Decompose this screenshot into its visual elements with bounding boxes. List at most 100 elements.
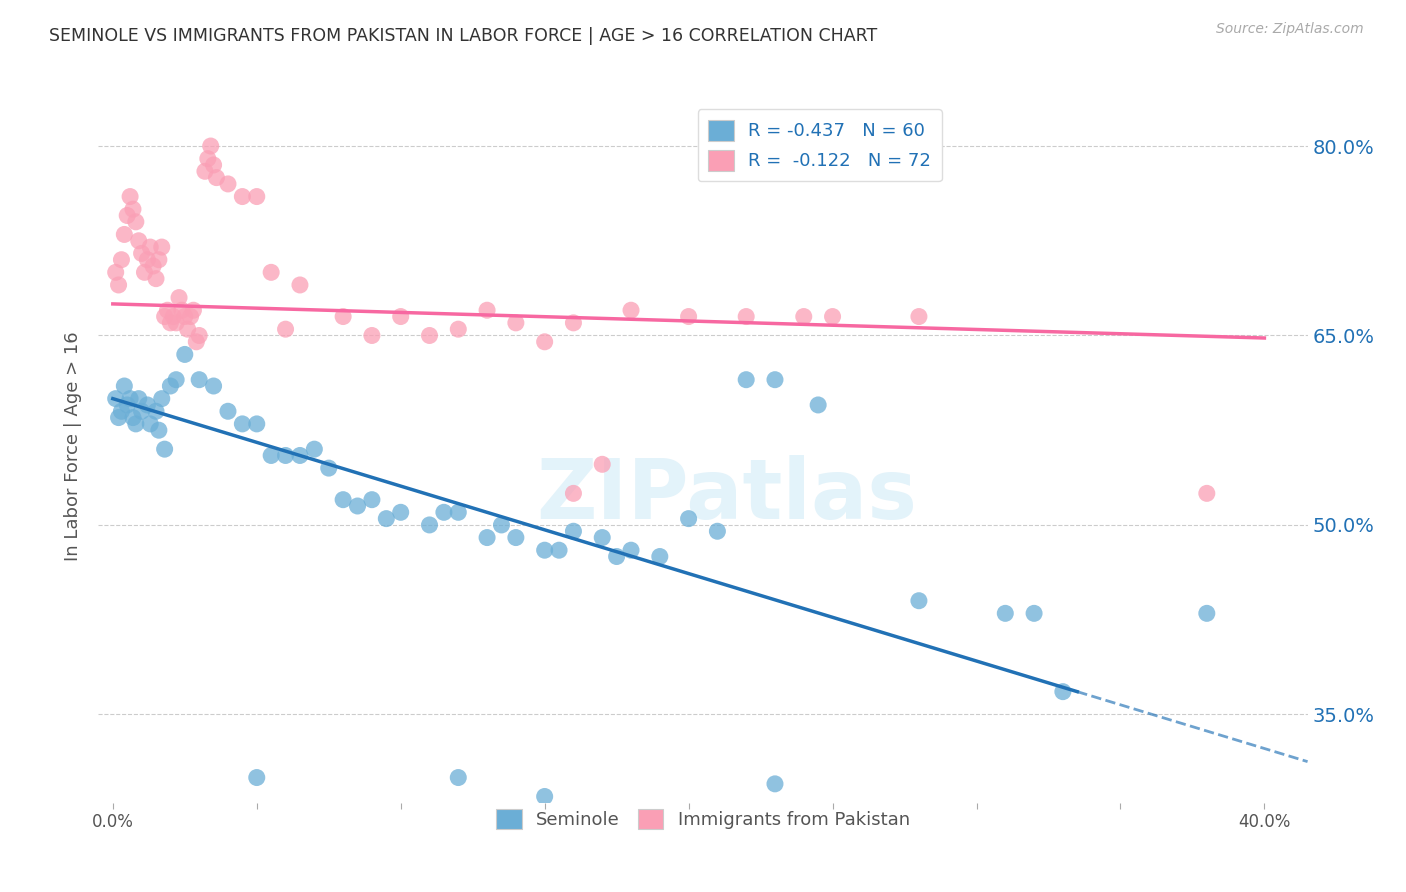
Point [505, 316, 527, 330]
Point [678, 310, 700, 324]
Point [145, 271, 167, 285]
Point [447, 322, 470, 336]
Point [139, 417, 162, 431]
Point [763, 373, 786, 387]
Point [908, 593, 931, 607]
Point [994, 607, 1017, 621]
Point [145, 404, 167, 418]
Point [562, 486, 585, 500]
Point [433, 505, 456, 519]
Point [491, 517, 513, 532]
Point [1052, 684, 1074, 698]
Point [533, 789, 555, 804]
Point [246, 189, 269, 203]
Point [112, 227, 135, 242]
Point [183, 303, 205, 318]
Point [159, 316, 181, 330]
Point [165, 373, 187, 387]
Point [173, 347, 195, 361]
Point [505, 531, 527, 545]
Point [150, 240, 173, 254]
Point [678, 511, 700, 525]
Point [389, 505, 412, 519]
Point [735, 373, 758, 387]
Point [112, 379, 135, 393]
Point [202, 379, 225, 393]
Point [107, 410, 129, 425]
Point [231, 189, 253, 203]
Point [200, 139, 222, 153]
Point [447, 771, 470, 785]
Point [1022, 607, 1045, 621]
Point [562, 316, 585, 330]
Point [131, 404, 153, 418]
Point [159, 379, 181, 393]
Point [763, 777, 786, 791]
Point [170, 303, 193, 318]
Point [194, 164, 217, 178]
Point [176, 322, 198, 336]
Y-axis label: In Labor Force | Age > 16: In Labor Force | Age > 16 [65, 331, 83, 561]
Point [125, 215, 148, 229]
Point [648, 549, 671, 564]
Point [131, 246, 153, 260]
Point [122, 202, 145, 217]
Point [562, 524, 585, 539]
Point [186, 334, 208, 349]
Point [153, 442, 176, 457]
Point [107, 277, 129, 292]
Point [188, 373, 211, 387]
Point [202, 158, 225, 172]
Point [332, 492, 354, 507]
Point [274, 449, 297, 463]
Legend: Seminole, Immigrants from Pakistan: Seminole, Immigrants from Pakistan [489, 801, 917, 837]
Point [346, 499, 368, 513]
Point [142, 259, 165, 273]
Point [115, 398, 138, 412]
Point [125, 417, 148, 431]
Point [807, 398, 830, 412]
Point [197, 152, 219, 166]
Point [447, 505, 470, 519]
Point [231, 417, 253, 431]
Point [548, 543, 571, 558]
Point [136, 398, 159, 412]
Point [318, 461, 340, 475]
Point [188, 328, 211, 343]
Point [260, 449, 283, 463]
Point [162, 310, 184, 324]
Point [128, 234, 150, 248]
Point [115, 209, 138, 223]
Point [533, 334, 555, 349]
Point [110, 252, 132, 267]
Point [591, 458, 613, 472]
Point [150, 392, 173, 406]
Point [375, 511, 398, 525]
Point [122, 410, 145, 425]
Point [533, 543, 555, 558]
Point [361, 328, 384, 343]
Text: SEMINOLE VS IMMIGRANTS FROM PAKISTAN IN LABOR FORCE | AGE > 16 CORRELATION CHART: SEMINOLE VS IMMIGRANTS FROM PAKISTAN IN … [49, 27, 877, 45]
Point [136, 252, 159, 267]
Point [139, 240, 162, 254]
Point [821, 310, 844, 324]
Point [153, 310, 176, 324]
Point [110, 404, 132, 418]
Point [908, 310, 931, 324]
Point [120, 189, 142, 203]
Point [205, 170, 228, 185]
Point [134, 265, 156, 279]
Text: ZIPatlas: ZIPatlas [537, 456, 918, 536]
Point [475, 531, 498, 545]
Point [361, 492, 384, 507]
Point [304, 442, 326, 457]
Point [475, 303, 498, 318]
Point [148, 252, 170, 267]
Point [389, 310, 412, 324]
Point [418, 517, 440, 532]
Point [217, 177, 239, 191]
Point [606, 549, 628, 564]
Point [620, 303, 643, 318]
Point [148, 423, 170, 437]
Point [288, 277, 311, 292]
